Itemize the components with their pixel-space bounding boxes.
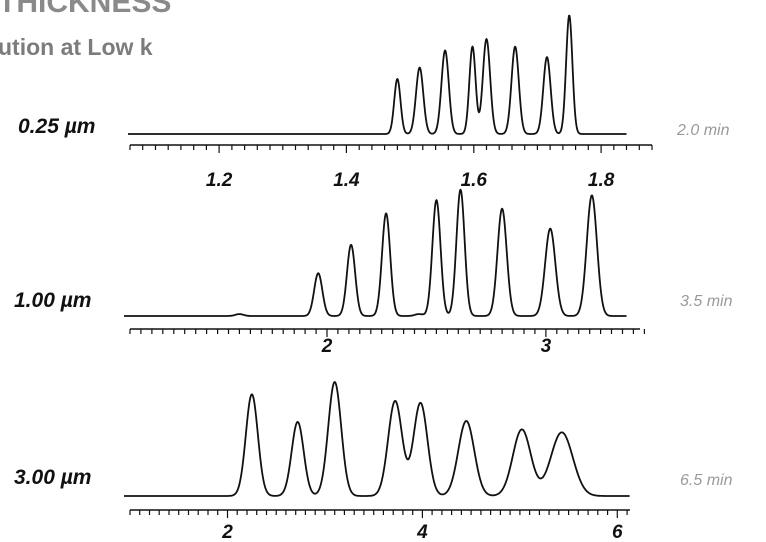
x-axis-tick-labels: 1.2 1.4 1.6 1.8 (206, 170, 615, 191)
x-axis-ticks (129, 329, 646, 337)
x-tick-label: 1.8 (588, 170, 615, 191)
x-tick-label: 2 (321, 336, 333, 357)
x-axis-ticks (129, 145, 653, 153)
film-thickness-label: 1.00 µm (14, 289, 91, 312)
chromatogram-trace (124, 188, 627, 317)
run-time-label: 2.0 min (676, 122, 730, 139)
figure-subtitle: ution at Low k (0, 34, 153, 60)
x-tick-label: 1.6 (461, 170, 488, 191)
x-tick-label: 6 (612, 522, 623, 542)
x-axis-tick-labels: 2 4 6 (221, 522, 623, 542)
x-tick-label: 1.2 (206, 170, 233, 191)
film-thickness-label: 0.25 µm (18, 115, 95, 138)
film-thickness-label: 3.00 µm (14, 466, 91, 489)
x-axis-ticks (129, 510, 628, 518)
figure-title: THICKNESS (0, 0, 171, 19)
chromatogram-panel-0.25um: 0.25 µm 2.0 min 1.2 1.4 1.6 1.8 (18, 14, 730, 191)
chromatogram-panel-3.00um: 3.00 µm 6.5 min 2 4 6 (14, 381, 733, 542)
chromatogram-trace (128, 14, 627, 135)
x-tick-label: 3 (541, 336, 552, 357)
x-tick-label: 4 (416, 522, 428, 542)
chromatogram-trace (124, 381, 630, 497)
run-time-label: 3.5 min (680, 293, 733, 310)
x-tick-label: 1.4 (333, 170, 360, 191)
run-time-label: 6.5 min (680, 472, 733, 489)
x-tick-label: 2 (221, 522, 233, 542)
